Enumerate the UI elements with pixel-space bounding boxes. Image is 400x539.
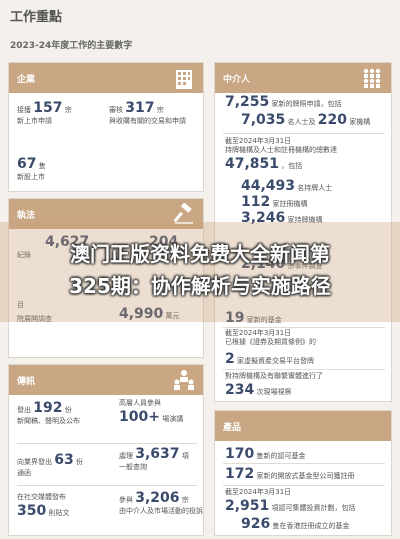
- enterprise-title: 企業: [17, 74, 36, 85]
- enterprise-panel-header: 企業: [9, 63, 203, 93]
- stat-licence-applications: 7,255 家新的牌照申請，包括: [225, 94, 342, 110]
- communication-panel-header: 傳訊: [9, 365, 203, 395]
- enforcement-left-label-1: 紀錄: [17, 251, 31, 259]
- stat-investigations: 2,140 宗事件調查: [241, 256, 323, 272]
- stat-new-listings: 67 隻 新股上市: [17, 156, 46, 182]
- stat-vasp-note: 截至2024年3月31日 已根據《證券及期貨條例》的: [225, 329, 316, 347]
- gavel-icon: [173, 203, 193, 224]
- enforcement-panel: 執法 4,627 204 紀錄 目 院展開調查 4,990 萬元: [8, 198, 204, 358]
- header: 工作重點 2023-24年度工作的主要數字: [10, 6, 390, 51]
- communication-panel: 傳訊 發出 192 份 新聞稿、聲明及公布 高層人員參與 100+ 場演講 向業…: [8, 364, 204, 536]
- stat-enforcement-3: 4,990 萬元: [119, 306, 180, 322]
- overlay-banner: [0, 222, 400, 322]
- intermediary-title: 中介人: [223, 74, 251, 85]
- products-panel: 產品 170 隻新的認可基金 172 家新的開放式基金型公司獲註冊 截至2024…: [214, 410, 392, 536]
- group-icon: [363, 68, 381, 88]
- page-title: 工作重點: [10, 10, 63, 25]
- building-icon: [176, 70, 192, 89]
- banner-line-2: 325期：协作解析与实施路径: [69, 274, 331, 298]
- stat-enforcement-2: 204: [149, 234, 179, 250]
- stat-licence-breakdown: 7,035 名人士及 220 家機構: [241, 112, 371, 128]
- stat-social-posts: 在社交媒體發布 350 則貼文: [17, 493, 70, 520]
- stat-licensed-corporations: 3,246 家持牌機構: [241, 210, 323, 226]
- stat-speeches: 高層人員參與 100+ 場演講: [119, 399, 184, 426]
- enforcement-title: 執法: [17, 210, 36, 221]
- stat-hk-domiciled-funds: 926 隻在香港註冊成立的基金: [241, 516, 350, 532]
- enterprise-panel: 企業 接獲 157 宗 新上市申請 審核 317 宗 與收購有關的交易和申請 6…: [8, 62, 204, 192]
- products-title: 產品: [223, 422, 242, 433]
- divider: [223, 133, 385, 134]
- stat-circulars: 向業界發出 63 份 通函: [17, 452, 83, 478]
- stat-as-of-date: 截至2024年3月31日: [225, 488, 292, 496]
- intermediary-panel-header: 中介人: [215, 63, 391, 93]
- stat-enquiries: 處理 3,637 項 一般查詢: [119, 446, 189, 472]
- stat-vasp-licensed: 2 家虛擬資產交易平台發牌: [225, 351, 314, 367]
- products-panel-header: 產品: [215, 411, 391, 441]
- stat-licensed-persons: 44,493 名持牌人士: [241, 178, 333, 194]
- divider: [17, 485, 197, 486]
- stat-total-licensees: 截至2024年3月31日 持牌機構及人士和註冊機構的總數達 47,851 ，包括: [225, 137, 337, 173]
- stat-authorized-funds: 170 隻新的認可基金: [225, 446, 306, 462]
- intermediary-panel: 中介人 7,255 家新的牌照申請，包括 7,035 名人士及 220 家機構 …: [214, 62, 392, 402]
- stat-enforcement-1: 4,627: [45, 234, 90, 250]
- divider: [223, 485, 385, 486]
- stat-new-listing-applications: 接獲 157 宗 新上市申請: [17, 100, 72, 126]
- stat-press-releases: 發出 192 份 新聞稿、聲明及公布: [17, 400, 80, 426]
- stat-takeover-transactions: 審核 317 宗 與收購有關的交易和申請: [109, 100, 186, 126]
- stat-ofc-registered: 172 家新的開放式基金型公司獲註冊: [225, 466, 355, 482]
- stat-new-funds: 19 家新的基金: [225, 310, 282, 326]
- stat-registered-institutions: 112 家註冊機構: [241, 194, 308, 210]
- stat-inspections: 234 次現場視察: [225, 382, 292, 398]
- page-subtitle: 2023-24年度工作的主要數字: [10, 41, 133, 51]
- divider: [223, 463, 385, 464]
- stat-complaints: 參與 3,206 宗 由中介人及市場活動的投訴: [119, 490, 203, 516]
- divider: [17, 443, 197, 444]
- enforcement-left-label-2: 目: [17, 301, 24, 309]
- stat-inspections-label: 對持牌機構及有聯繫實體進行了: [225, 372, 323, 380]
- people-icon: [174, 370, 194, 390]
- enforcement-panel-header: 執法: [9, 199, 203, 229]
- banner-line-1: 澳门正版资料免费大全新闻第: [70, 242, 330, 266]
- stat-cis-authorized: 2,951 項認可集體投資計劃，包括: [225, 498, 356, 514]
- communication-title: 傳訊: [17, 376, 36, 387]
- divider: [223, 369, 385, 370]
- enforcement-left-label-3: 院展開調查: [17, 315, 52, 323]
- divider: [223, 327, 385, 328]
